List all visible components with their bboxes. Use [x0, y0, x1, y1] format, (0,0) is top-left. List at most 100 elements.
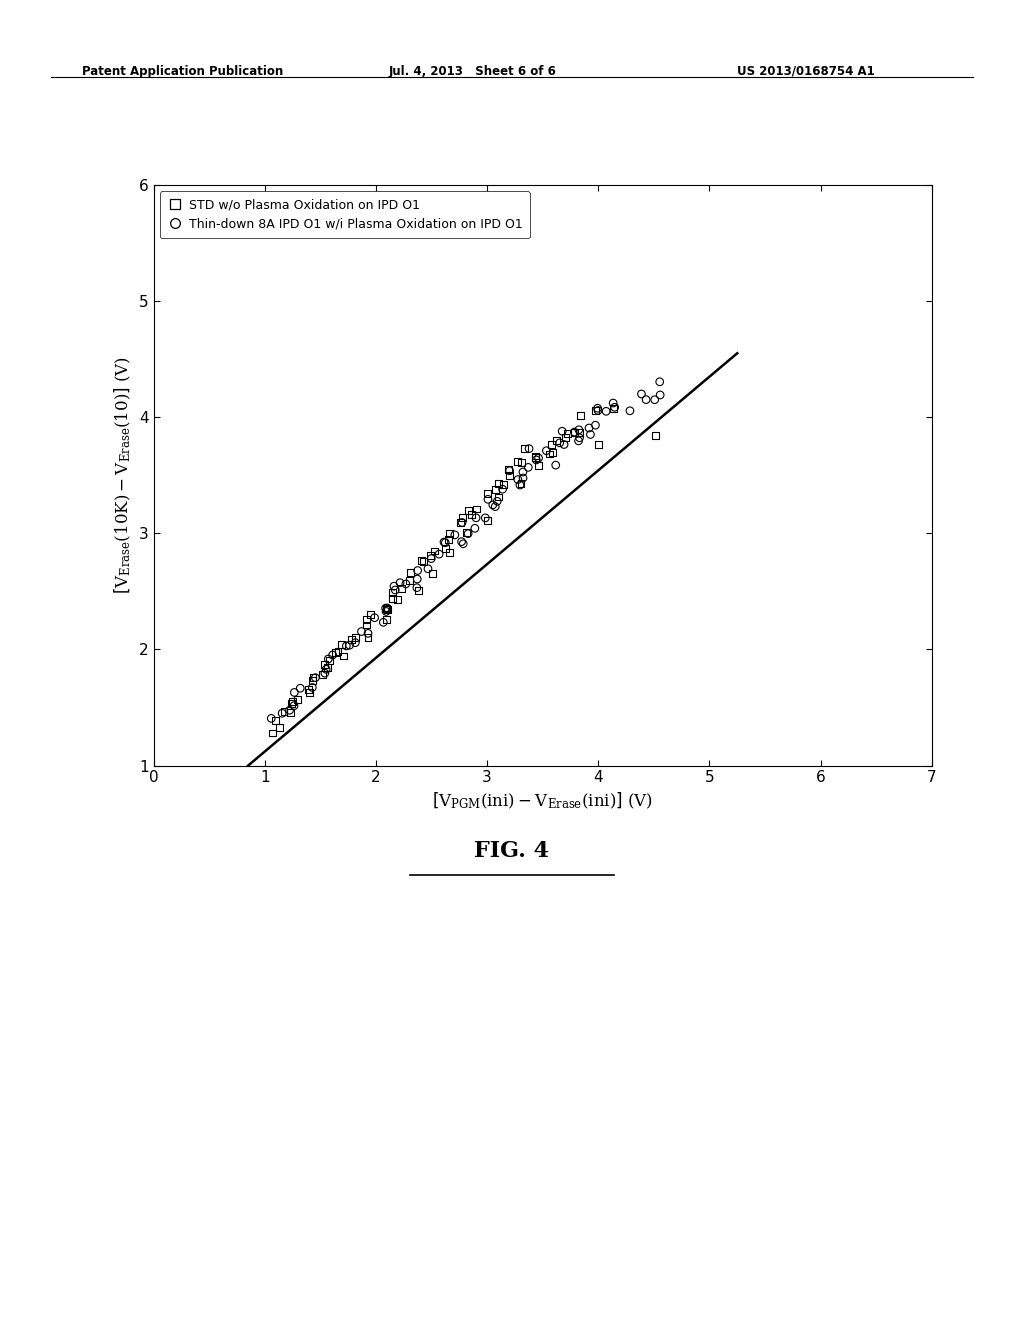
Point	[359, 623, 376, 644]
Point	[468, 507, 484, 528]
Point	[437, 532, 454, 553]
Point	[479, 510, 496, 531]
Point	[409, 569, 425, 590]
Point	[341, 635, 357, 656]
Point	[512, 474, 528, 495]
Point	[638, 389, 654, 411]
Point	[484, 494, 501, 515]
Point	[651, 371, 668, 392]
Point	[581, 417, 597, 438]
Point	[289, 689, 305, 710]
Point	[587, 400, 603, 421]
Point	[591, 434, 607, 455]
Point	[528, 449, 545, 470]
Point	[552, 432, 568, 453]
Point	[587, 414, 603, 436]
Point	[333, 635, 349, 656]
Point	[411, 579, 427, 601]
Point	[436, 532, 453, 553]
Point	[454, 512, 470, 533]
Point	[362, 605, 379, 626]
Point	[286, 696, 302, 717]
Point	[495, 479, 511, 500]
Point	[598, 401, 614, 422]
Y-axis label: $[\mathregular{V_{Erase}(10K) - V_{Erase}(10)}]$ (V): $[\mathregular{V_{Erase}(10K) - V_{Erase…	[113, 356, 133, 594]
Point	[283, 702, 299, 723]
Text: Jul. 4, 2013   Sheet 6 of 6: Jul. 4, 2013 Sheet 6 of 6	[389, 65, 557, 78]
Point	[566, 421, 583, 442]
Point	[307, 667, 324, 688]
Point	[460, 500, 476, 521]
Point	[572, 405, 589, 426]
Point	[520, 457, 537, 478]
Point	[557, 426, 573, 447]
Point	[454, 531, 470, 552]
Point	[359, 627, 376, 648]
Point	[292, 677, 308, 698]
Point	[401, 570, 418, 591]
Point	[379, 598, 395, 619]
Point	[285, 690, 301, 711]
Point	[530, 447, 547, 469]
Point	[335, 645, 351, 667]
Point	[501, 465, 517, 486]
Point	[390, 589, 407, 610]
Point	[327, 642, 343, 663]
Point	[496, 474, 512, 495]
Point	[590, 400, 606, 421]
Point	[487, 496, 504, 517]
Point	[338, 635, 354, 656]
Point	[267, 709, 284, 730]
Point	[590, 397, 606, 418]
Point	[358, 609, 375, 630]
Point	[367, 607, 383, 628]
Point	[605, 399, 622, 420]
Point	[460, 523, 476, 544]
Point	[386, 576, 402, 597]
Point	[571, 422, 588, 444]
Point	[554, 421, 570, 442]
Legend: STD w/o Plasma Oxidation on IPD O1, Thin-down 8A IPD O1 w/i Plasma Oxidation on : STD w/o Plasma Oxidation on IPD O1, Thin…	[160, 191, 529, 239]
Point	[440, 528, 457, 549]
Point	[510, 469, 526, 490]
Point	[409, 577, 425, 598]
Point	[549, 429, 565, 450]
Point	[463, 504, 479, 525]
Point	[530, 455, 547, 477]
Point	[489, 487, 506, 508]
Point	[446, 524, 463, 545]
Point	[384, 582, 400, 603]
Point	[318, 659, 335, 680]
Point	[274, 702, 291, 723]
Point	[539, 440, 555, 461]
Point	[284, 693, 300, 714]
Point	[516, 438, 532, 459]
Point	[583, 424, 599, 445]
Point	[353, 620, 370, 642]
Point	[633, 383, 649, 404]
Point	[325, 644, 341, 665]
Point	[427, 540, 443, 561]
Point	[487, 479, 504, 500]
X-axis label: $[\mathregular{V_{PGM}(ini)-V_{Erase}(ini)}]$ (V): $[\mathregular{V_{PGM}(ini)-V_{Erase}(in…	[432, 791, 653, 812]
Point	[319, 657, 336, 678]
Point	[571, 428, 588, 449]
Point	[286, 682, 302, 704]
Point	[468, 499, 484, 520]
Point	[477, 507, 494, 528]
Point	[375, 611, 391, 632]
Point	[455, 533, 471, 554]
Point	[322, 651, 338, 672]
Point	[378, 598, 394, 619]
Point	[605, 392, 622, 413]
Point	[452, 512, 468, 533]
Point	[437, 539, 454, 560]
Point	[467, 517, 483, 539]
Point	[521, 438, 538, 459]
Point	[357, 614, 374, 635]
Point	[416, 550, 432, 572]
Point	[542, 444, 558, 465]
Point	[455, 507, 471, 528]
Point	[515, 467, 531, 488]
Point	[385, 589, 401, 610]
